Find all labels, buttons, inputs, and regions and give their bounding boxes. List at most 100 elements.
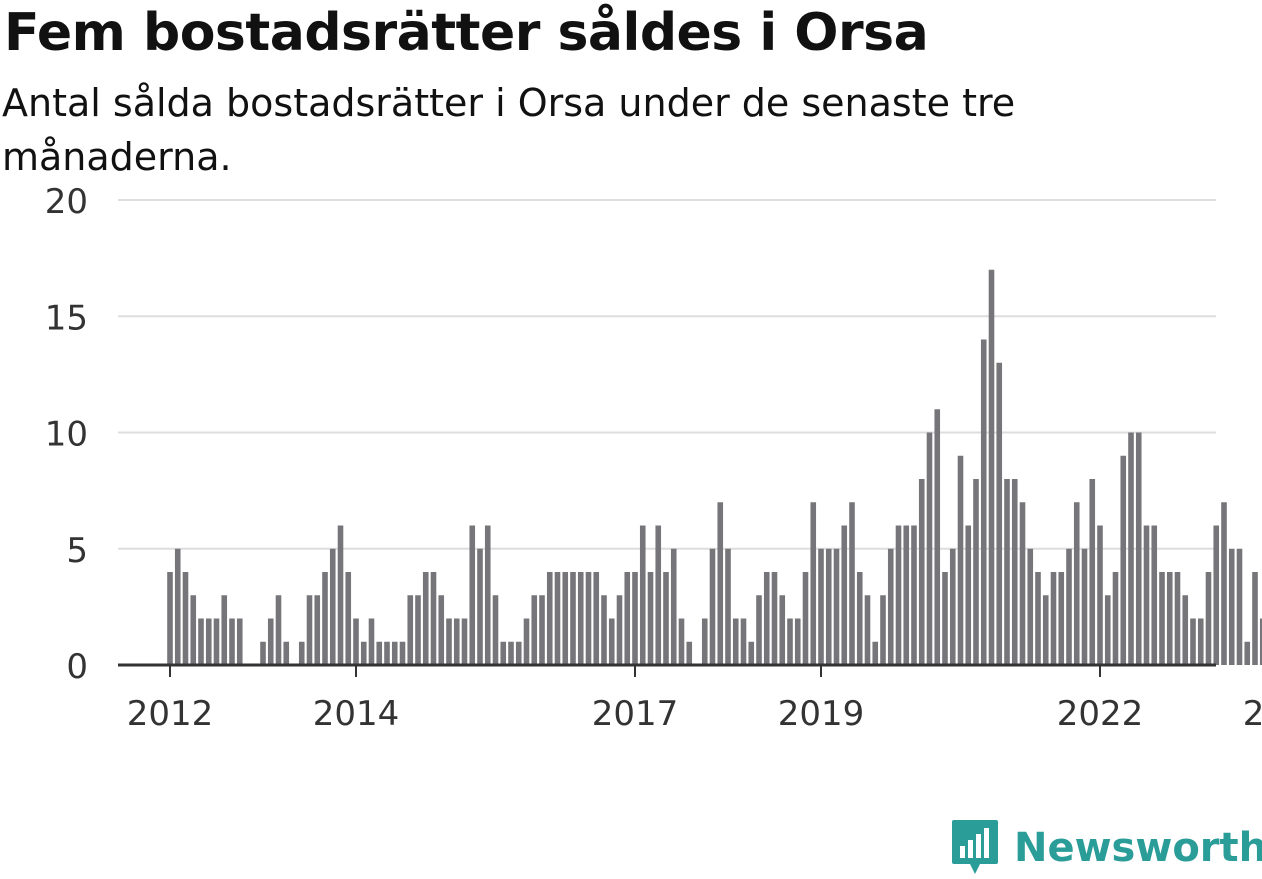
bar: [701, 618, 708, 665]
bar: [376, 641, 383, 665]
bar: [384, 641, 390, 665]
bar: [229, 618, 235, 665]
bar: [856, 572, 863, 665]
bar: [1112, 572, 1119, 665]
bar: [306, 595, 313, 665]
y-tick-label: 10: [45, 415, 88, 455]
bar: [554, 572, 561, 665]
bar: [360, 641, 367, 665]
bar: [585, 572, 592, 665]
bar: [205, 618, 212, 665]
bar: [430, 572, 437, 665]
bar: [787, 618, 793, 665]
bar: [833, 548, 840, 665]
bar: [732, 618, 739, 665]
bar: [802, 572, 809, 665]
bar: [1050, 572, 1057, 665]
bar: [616, 595, 623, 665]
x-tick-label: 2014: [313, 694, 400, 734]
bar: [260, 641, 266, 665]
bar: [895, 525, 902, 665]
bar: [624, 572, 631, 665]
bar: [957, 455, 964, 665]
bar: [329, 548, 336, 665]
bar: [477, 548, 483, 665]
bar: [531, 595, 538, 665]
chart-subtitle: Antal sålda bostadsrätter i Orsa under d…: [2, 81, 1016, 179]
bar: [523, 618, 530, 665]
y-tick-label: 20: [45, 182, 88, 222]
bar: [345, 572, 352, 665]
bar: [461, 618, 468, 665]
bar: [949, 548, 956, 665]
bar: [864, 595, 871, 665]
bar: [1128, 432, 1134, 665]
y-tick-label: 5: [66, 531, 88, 571]
bar: [1135, 432, 1142, 665]
bar: [283, 641, 290, 665]
bar: [973, 479, 979, 665]
bar: [1035, 572, 1041, 665]
bar: [407, 595, 414, 665]
bar: [391, 641, 398, 665]
bar: [748, 641, 755, 665]
bar: [872, 641, 879, 665]
bar: [980, 339, 987, 665]
bar: [825, 548, 832, 665]
bar: [911, 525, 917, 665]
bar: [647, 572, 654, 665]
bar: [841, 525, 848, 665]
bar: [368, 618, 375, 665]
bar: [314, 595, 321, 665]
bar: [965, 525, 972, 665]
bar: [1182, 595, 1189, 665]
bar: [1058, 572, 1065, 665]
bar: [934, 409, 941, 665]
bar: [500, 641, 507, 665]
bar: [655, 525, 662, 665]
bar: [267, 618, 274, 665]
bar: [1019, 502, 1026, 665]
bar-chart: 0510152020122014201720192022202455: [45, 182, 1262, 734]
bar: [686, 641, 693, 665]
x-tick-label: 2022: [1057, 694, 1144, 734]
bar: [1042, 595, 1049, 665]
bar: [988, 269, 995, 665]
bar: [422, 572, 429, 665]
bar: [446, 618, 452, 665]
bar: [903, 525, 910, 665]
bar: [1190, 618, 1196, 665]
bar: [577, 572, 584, 665]
bar: [818, 548, 824, 665]
bar: [849, 502, 855, 665]
y-tick-label: 0: [66, 647, 88, 687]
bar: [399, 641, 406, 665]
bar: [353, 618, 359, 665]
bar: [926, 432, 933, 665]
bar: [996, 362, 1003, 665]
bar: [275, 595, 282, 665]
bar: [1004, 479, 1010, 665]
bar: [763, 572, 770, 665]
bar: [880, 595, 886, 665]
x-tick-label: 2017: [592, 694, 679, 734]
bar: [1252, 572, 1258, 665]
bar: [1228, 548, 1235, 665]
brand: Newsworthy: [950, 818, 1262, 878]
bar: [639, 525, 646, 665]
bar: [709, 548, 716, 665]
bar: [539, 595, 545, 665]
bar: [1120, 455, 1127, 665]
x-tick-label: 2024: [1243, 694, 1262, 734]
bar: [484, 525, 491, 665]
bar: [1073, 502, 1080, 665]
bar: [236, 618, 243, 665]
bar: [725, 548, 731, 665]
y-tick-label: 15: [45, 298, 88, 338]
bar: [779, 595, 786, 665]
bar: [670, 548, 677, 665]
bar: [570, 572, 576, 665]
bar: [546, 572, 553, 665]
newsworthy-logo-icon: [952, 820, 998, 874]
bar: [508, 641, 514, 665]
